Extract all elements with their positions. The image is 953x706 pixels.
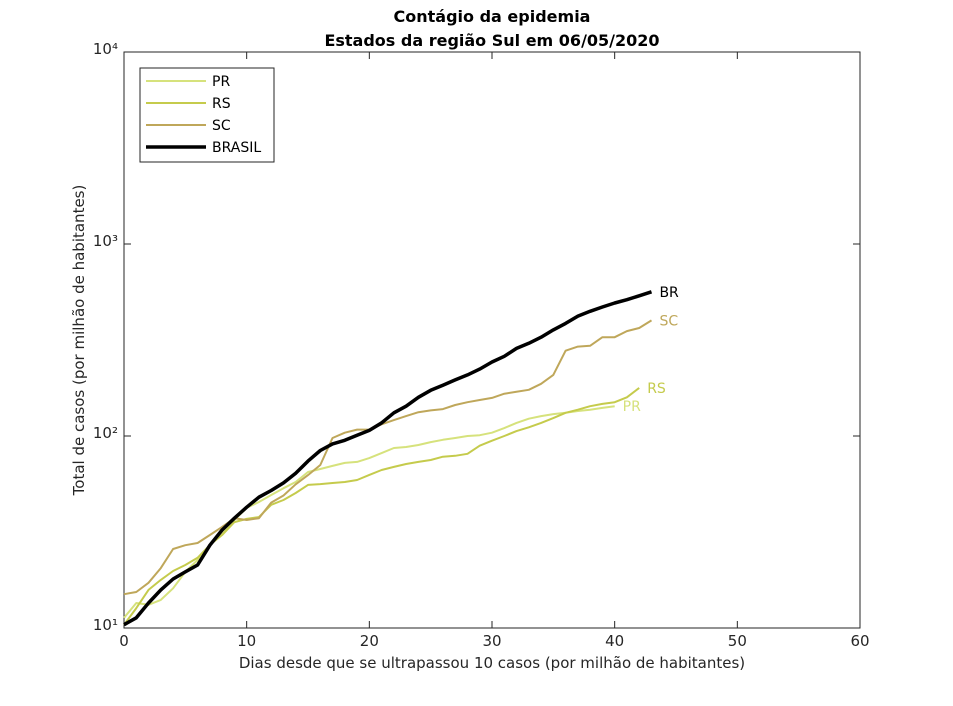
chart-title: Contágio da epidemia	[394, 7, 591, 26]
x-tick-label: 30	[482, 632, 501, 650]
end-label: PR	[623, 399, 641, 415]
end-label: RS	[647, 381, 666, 397]
x-tick-label: 10	[237, 632, 256, 650]
x-tick-label: 0	[119, 632, 129, 650]
y-tick-label: 10²	[93, 424, 118, 442]
end-label: BR	[659, 285, 679, 301]
legend-label: SC	[212, 118, 231, 134]
x-tick-label: 20	[360, 632, 379, 650]
series-line	[123, 319, 653, 596]
legend-label: RS	[212, 96, 231, 112]
y-tick-label: 10¹	[93, 616, 118, 634]
y-tick-label: 10⁴	[93, 40, 118, 58]
legend: PR RS SC BRASIL	[139, 67, 275, 163]
y-tick-label: 10³	[93, 232, 118, 250]
legend-label: BRASIL	[212, 140, 261, 156]
x-tick-label: 60	[850, 632, 869, 650]
x-tick-label: 40	[605, 632, 624, 650]
legend-label: PR	[212, 74, 230, 90]
chart-subtitle: Estados da região Sul em 06/05/2020	[324, 31, 659, 50]
series-line	[123, 290, 653, 627]
x-tick-label: 50	[728, 632, 747, 650]
x-axis-label: Dias desde que se ultrapassou 10 casos (…	[239, 654, 745, 672]
y-axis-label: Total de casos (por milhão de habitantes…	[70, 185, 88, 497]
end-label: SC	[659, 313, 678, 329]
